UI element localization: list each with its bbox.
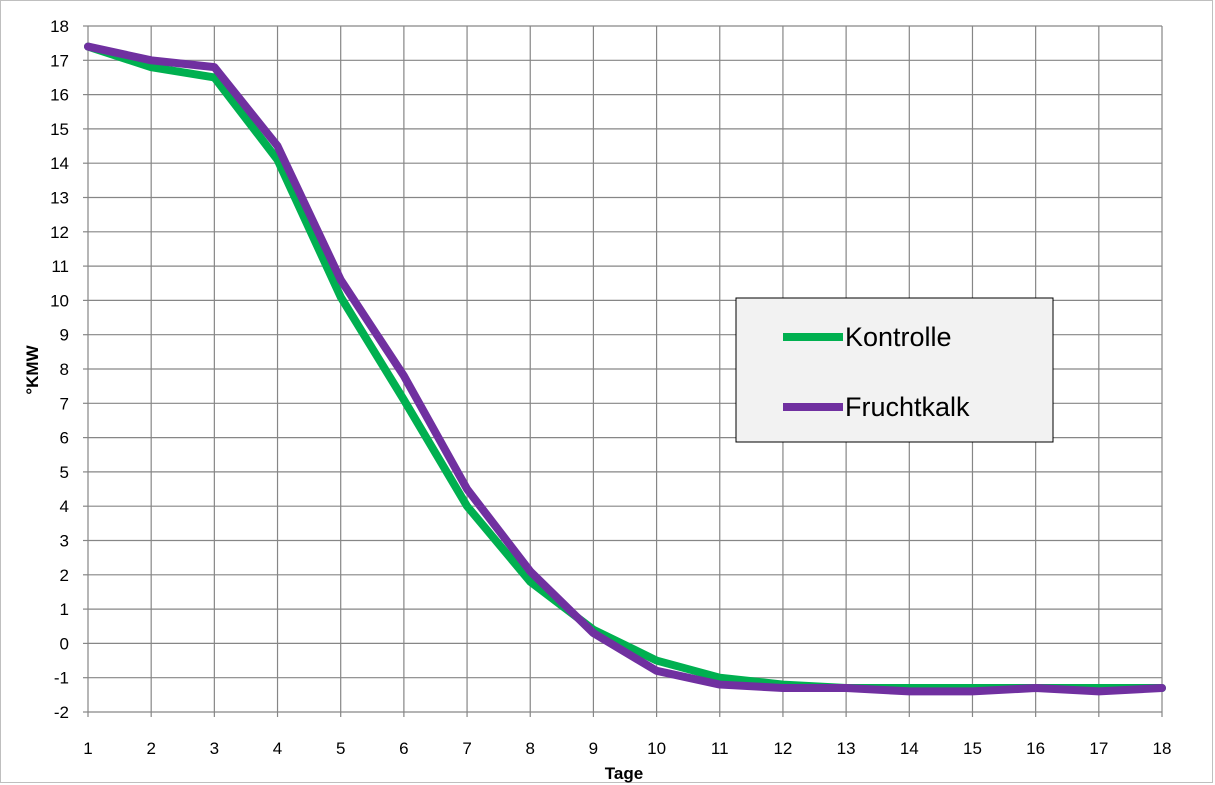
x-tick-label: 2 [146, 739, 155, 758]
x-tick-label: 3 [210, 739, 219, 758]
y-tick-label: 7 [60, 394, 69, 413]
legend-label-fruchtkalk: Fruchtkalk [845, 392, 970, 422]
y-tick-label: 4 [60, 497, 69, 516]
x-tick-label: 15 [963, 739, 982, 758]
x-tick-label: 6 [399, 739, 408, 758]
y-tick-label: 15 [50, 120, 69, 139]
x-tick-labels: 1 2 3 4 5 6 7 8 9 10 11 12 13 14 15 16 17 18 [83, 739, 1171, 758]
x-tick-label: 9 [589, 739, 598, 758]
y-tick-label: 13 [50, 189, 69, 208]
x-tick-label: 14 [900, 739, 919, 758]
x-tick-label: 5 [336, 739, 345, 758]
y-tick-label: 6 [60, 429, 69, 448]
y-tick-label: 16 [50, 86, 69, 105]
x-tick-label: 8 [526, 739, 535, 758]
x-tick-label: 11 [711, 739, 729, 758]
x-tick-label: 4 [273, 739, 282, 758]
y-tick-label: -2 [54, 703, 69, 722]
x-tick-label: 13 [837, 739, 856, 758]
y-tick-label: 17 [50, 51, 69, 70]
y-tick-label: 5 [60, 463, 69, 482]
x-axis-title: Tage [605, 764, 643, 783]
y-tick-label: 2 [60, 566, 69, 585]
legend-label-kontrolle: Kontrolle [845, 322, 952, 352]
y-tick-label: 9 [60, 326, 69, 345]
y-tick-label: 8 [60, 360, 69, 379]
series-lines [84, 42, 1166, 696]
y-tick-label: 3 [60, 532, 69, 551]
y-tick-label: 18 [50, 17, 69, 36]
y-tick-label: 0 [60, 634, 69, 653]
y-tick-label: 10 [50, 291, 69, 310]
x-tick-label: 17 [1089, 739, 1108, 758]
legend: Kontrolle Fruchtkalk [735, 297, 1054, 443]
x-tick-label: 16 [1026, 739, 1045, 758]
y-tick-label: 12 [50, 223, 69, 242]
x-tick-label: 10 [647, 739, 666, 758]
y-tick-label: -1 [54, 669, 69, 688]
x-tick-label: 18 [1153, 739, 1172, 758]
x-tick-label: 12 [773, 739, 792, 758]
legend-box [735, 297, 1054, 443]
series-line-fruchtkalk [84, 42, 1166, 696]
y-tick-label: 11 [51, 257, 69, 276]
y-axis-title: °KMW [23, 344, 42, 394]
x-tick-label: 7 [462, 739, 471, 758]
y-tick-label: 14 [50, 154, 69, 173]
y-tick-label: 1 [60, 600, 69, 619]
x-tick-label: 1 [83, 739, 92, 758]
